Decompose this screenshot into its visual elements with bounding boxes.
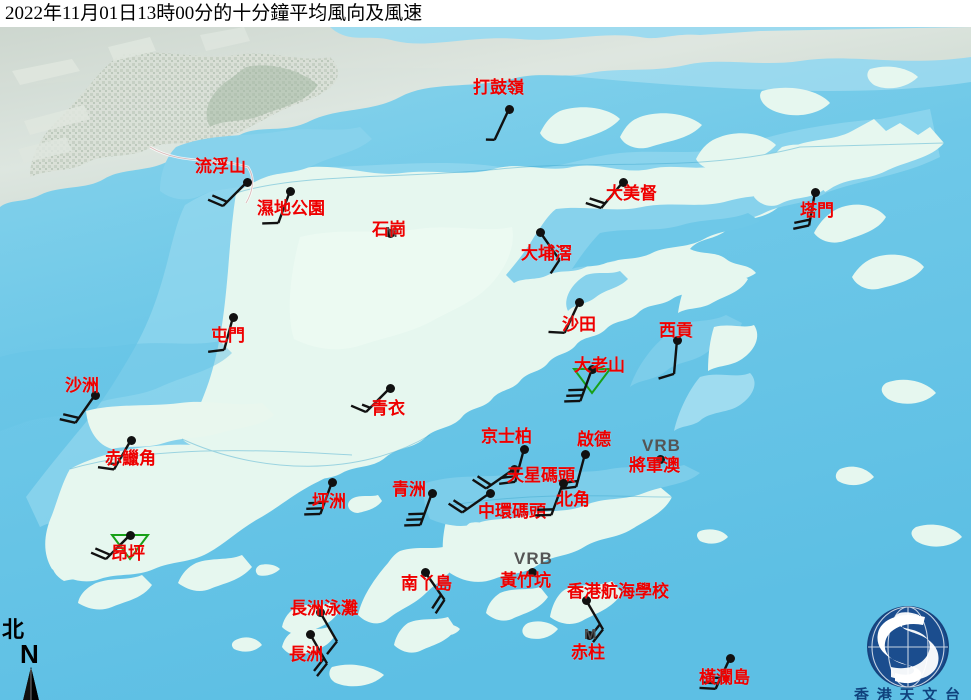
wind-barb-icon bbox=[564, 368, 594, 403]
station-label: 石崗 bbox=[372, 220, 406, 239]
station-label: 北角 bbox=[556, 490, 590, 509]
station-label: 長洲泳灘 bbox=[290, 599, 358, 618]
wind-barb-icon bbox=[471, 468, 515, 490]
station-dot bbox=[581, 595, 591, 605]
compass-needle-icon bbox=[23, 667, 39, 700]
station-label: 濕地公園 bbox=[257, 199, 325, 218]
station-label: 天星碼頭 bbox=[507, 466, 575, 485]
station-dot bbox=[509, 464, 519, 474]
station-dot bbox=[485, 488, 495, 498]
station-label: 黃竹坑 bbox=[500, 571, 551, 590]
station-dot bbox=[427, 488, 437, 498]
wind-barb-icon bbox=[793, 191, 817, 230]
station-dot bbox=[527, 567, 537, 577]
title-bar: 2022年11月01日13時00分的十分鐘平均風向及風速 bbox=[0, 0, 971, 27]
wind-barb-icon bbox=[658, 339, 679, 380]
station-dot bbox=[672, 335, 682, 345]
hko-emblem-icon bbox=[867, 606, 949, 688]
wind-barb-icon bbox=[90, 534, 131, 561]
station-dot bbox=[584, 630, 594, 640]
station-dot bbox=[535, 227, 545, 237]
station-label: 將軍澳 bbox=[629, 456, 680, 475]
station-dot bbox=[305, 629, 315, 639]
station-label: 啟德 bbox=[577, 430, 611, 449]
wind-barb-icon bbox=[585, 181, 624, 210]
station-label: 大埔滘 bbox=[521, 244, 572, 263]
page-title: 2022年11月01日13時00分的十分鐘平均風向及風速 bbox=[5, 3, 423, 24]
station-label: 赤柱 bbox=[571, 643, 605, 662]
station-dot bbox=[618, 177, 628, 187]
wind-barb-icon bbox=[535, 482, 565, 517]
wind-barb-icon bbox=[59, 394, 96, 425]
station-dot bbox=[327, 477, 337, 487]
station-dot bbox=[574, 297, 584, 307]
station-label: 塔門 bbox=[800, 201, 834, 220]
station-dot bbox=[420, 567, 430, 577]
wind-barb-icon bbox=[262, 190, 292, 225]
wind-barb-icon bbox=[207, 181, 248, 208]
wind-barb-icon bbox=[539, 231, 561, 275]
station-label: 大美督 bbox=[606, 184, 657, 203]
station-label: 橫瀾島 bbox=[699, 668, 750, 687]
station-dot bbox=[810, 187, 820, 197]
station-label: 昂坪 bbox=[111, 544, 145, 563]
station-label: 南丫島 bbox=[401, 574, 452, 593]
station-label: 流浮山 bbox=[195, 157, 246, 176]
wind-barb-icon bbox=[424, 571, 446, 615]
station-dot bbox=[519, 444, 529, 454]
station-label: 沙洲 bbox=[65, 376, 99, 395]
wind-barb-icon bbox=[304, 481, 334, 516]
station-label: 長洲 bbox=[289, 645, 323, 664]
map-canvas[interactable]: 打鼓嶺 流浮山 濕地公園 M 石崗 大美督 塔門 大埔滘 沙田 西貢 大老山 屯門 沙洲 赤鱲角 青衣 京士柏… bbox=[0, 27, 971, 700]
station-dot bbox=[385, 383, 395, 393]
compass-north-en: N bbox=[20, 639, 39, 669]
station-label: 香港航海學校 bbox=[567, 582, 669, 601]
station-dot bbox=[242, 177, 252, 187]
hko-logo: 香 港 天 文 台 HONG KONG OBSERVATORY bbox=[845, 605, 971, 700]
variable-wind-flag: VRB bbox=[514, 549, 553, 568]
station-dot bbox=[558, 478, 568, 488]
station-label: 西貢 bbox=[659, 321, 693, 340]
station-label: 大老山 bbox=[574, 356, 625, 375]
wind-barb-icon bbox=[318, 611, 339, 655]
station-dot bbox=[725, 653, 735, 663]
wind-barb-icon bbox=[548, 301, 581, 335]
station-label: 赤鱲角 bbox=[105, 449, 156, 468]
wind-barb-icon bbox=[97, 439, 133, 471]
map-geography bbox=[0, 27, 971, 700]
station-dot bbox=[385, 228, 395, 238]
wind-barb-icon bbox=[350, 387, 391, 414]
station-label: 青衣 bbox=[371, 399, 405, 418]
compass-north-cn: 北 bbox=[2, 617, 25, 642]
station-dot bbox=[125, 530, 135, 540]
station-dot bbox=[587, 364, 597, 374]
wind-barb-icon bbox=[208, 316, 235, 353]
station-label: 坪洲 bbox=[312, 492, 346, 511]
hko-logo-cn: 香 港 天 文 台 bbox=[853, 688, 962, 700]
variable-wind-flag: VRB bbox=[642, 436, 681, 455]
station-dot bbox=[285, 186, 295, 196]
wind-barb-icon bbox=[404, 492, 434, 527]
wind-barb-icon bbox=[699, 657, 732, 691]
station-dot bbox=[315, 607, 325, 617]
wind-barb-icon bbox=[447, 492, 491, 514]
station-label: 京士柏 bbox=[481, 427, 532, 446]
wind-barb-icon bbox=[485, 108, 511, 142]
station-dot bbox=[504, 104, 514, 114]
missing-data-flag: M bbox=[385, 224, 398, 241]
compass-rose: 北 N bbox=[2, 619, 62, 700]
station-dot bbox=[655, 454, 665, 464]
station-dot bbox=[90, 390, 100, 400]
station-dot bbox=[228, 312, 238, 322]
station-label: 屯門 bbox=[211, 326, 245, 345]
wind-barb-icon bbox=[308, 633, 329, 677]
station-dot bbox=[126, 435, 136, 445]
station-label: 青洲 bbox=[392, 480, 426, 499]
station-label: 中環碼頭 bbox=[478, 502, 546, 521]
station-label: 沙田 bbox=[562, 315, 596, 334]
station-label: 打鼓嶺 bbox=[473, 78, 524, 97]
station-dot bbox=[580, 449, 590, 459]
missing-data-flag: M bbox=[584, 626, 597, 643]
